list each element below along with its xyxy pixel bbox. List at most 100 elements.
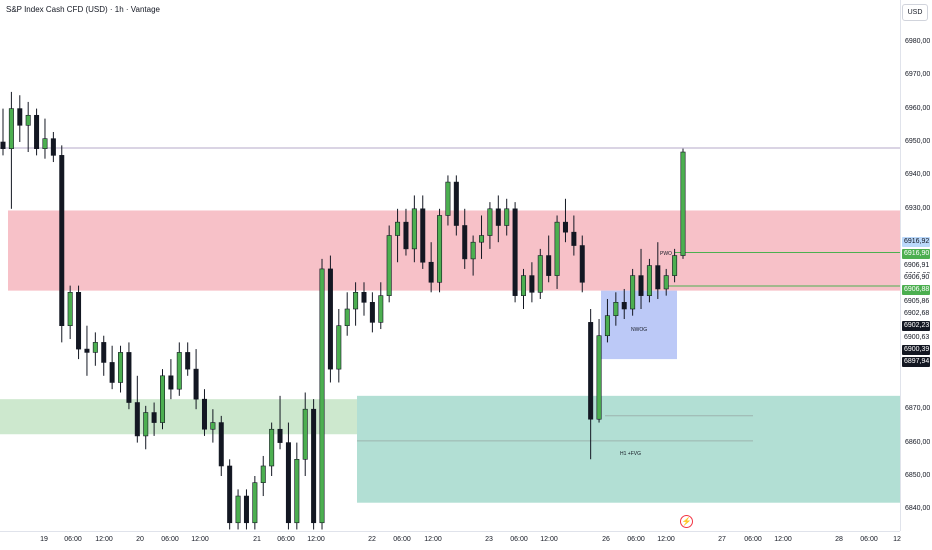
candle-body bbox=[42, 138, 48, 149]
price-badge: 6900,63 bbox=[902, 333, 930, 343]
candle-body bbox=[243, 495, 249, 524]
price-badge: 6906,88 bbox=[902, 285, 930, 295]
time-tick-label: 12:00 bbox=[424, 536, 442, 543]
candle-body bbox=[663, 275, 669, 290]
time-tick-label: 06:00 bbox=[161, 536, 179, 543]
candle-body bbox=[218, 422, 224, 467]
chart-pane[interactable]: S&P Index Cash CFD (USD) · 1h · Vantage … bbox=[0, 0, 900, 531]
time-tick-label: 12:00 bbox=[191, 536, 209, 543]
price-tick-label: 6840,00 bbox=[905, 505, 931, 513]
candle-body bbox=[462, 225, 468, 260]
candle-body bbox=[311, 408, 317, 524]
chart-canvas[interactable] bbox=[0, 0, 900, 531]
time-scale[interactable] bbox=[0, 531, 900, 550]
candle-body bbox=[437, 215, 443, 283]
time-tick-label: 06:00 bbox=[393, 536, 411, 543]
candle-body bbox=[134, 402, 140, 437]
candle-body bbox=[504, 208, 510, 226]
time-tick-label: 20 bbox=[136, 536, 144, 543]
candle-body bbox=[579, 245, 585, 283]
price-tick-label: 6960,00 bbox=[905, 104, 931, 112]
candle-body bbox=[621, 302, 627, 310]
candle-body bbox=[479, 235, 485, 243]
price-badge: 6916,92 bbox=[902, 237, 930, 247]
candle-body bbox=[285, 442, 291, 524]
symbol-title[interactable]: S&P Index Cash CFD (USD) · 1h · Vantage bbox=[6, 5, 160, 14]
candle-body bbox=[118, 352, 124, 383]
time-tick-label: 12:00 bbox=[307, 536, 325, 543]
candle-body bbox=[193, 368, 199, 400]
time-tick-label: 12:00 bbox=[540, 536, 558, 543]
candle-body bbox=[420, 208, 426, 263]
candle-body bbox=[680, 151, 686, 256]
candle-body bbox=[344, 308, 350, 327]
candle-body bbox=[445, 181, 451, 216]
candle-body bbox=[59, 155, 65, 326]
candle-body bbox=[176, 352, 182, 390]
candle-body bbox=[487, 208, 493, 236]
candle-body bbox=[294, 458, 300, 524]
candle-body bbox=[386, 235, 392, 296]
time-tick-label: 27 bbox=[718, 536, 726, 543]
time-tick-label: 06:00 bbox=[64, 536, 82, 543]
candle-body bbox=[168, 375, 174, 390]
price-tick-label: 6970,00 bbox=[905, 71, 931, 79]
time-tick-label: 12:00 bbox=[774, 536, 792, 543]
pwo-label: PWO bbox=[660, 251, 672, 257]
candle-body bbox=[185, 352, 191, 370]
price-tick-label: 6860,00 bbox=[905, 438, 931, 446]
candle-body bbox=[378, 295, 384, 323]
candle-body bbox=[470, 241, 476, 260]
time-tick-label: 06:00 bbox=[860, 536, 878, 543]
candle-body bbox=[0, 141, 6, 149]
price-badge: 6906,90 bbox=[902, 273, 930, 283]
time-tick-label: 06:00 bbox=[627, 536, 645, 543]
candle-body bbox=[277, 428, 283, 443]
candle-body bbox=[50, 138, 56, 156]
candle-body bbox=[571, 231, 577, 246]
fvg-zone bbox=[357, 395, 900, 503]
time-tick-label: 28 bbox=[835, 536, 843, 543]
time-tick-label: 12:00 bbox=[657, 536, 675, 543]
price-badge: 6902,23 bbox=[902, 321, 930, 331]
candle-body bbox=[395, 221, 401, 236]
candle-body bbox=[630, 275, 636, 310]
candle-body bbox=[638, 275, 644, 296]
candle-body bbox=[67, 291, 73, 326]
time-tick-label: 06:00 bbox=[510, 536, 528, 543]
candle-body bbox=[529, 275, 535, 293]
candle-body bbox=[428, 261, 434, 283]
candle-body bbox=[613, 302, 619, 316]
candle-body bbox=[126, 352, 132, 403]
price-tick-label: 6850,00 bbox=[905, 472, 931, 479]
time-tick-label: 06:00 bbox=[744, 536, 762, 543]
candle-body bbox=[546, 255, 552, 276]
candle-body bbox=[235, 495, 241, 524]
candle-body bbox=[646, 265, 652, 296]
candle-body bbox=[201, 398, 207, 430]
price-tick-label: 6950,00 bbox=[905, 138, 931, 145]
time-tick-label: 21 bbox=[253, 536, 261, 543]
price-badge: 6902,68 bbox=[902, 309, 930, 319]
candle-body bbox=[453, 181, 459, 226]
currency-button[interactable]: USD bbox=[902, 4, 928, 21]
candle-body bbox=[495, 208, 501, 226]
candle-body bbox=[210, 422, 216, 430]
candle-body bbox=[512, 208, 518, 296]
price-badge: 6905,86 bbox=[902, 297, 930, 307]
candle-body bbox=[252, 482, 258, 524]
candle-body bbox=[353, 291, 359, 310]
candle-body bbox=[227, 465, 233, 524]
candle-body bbox=[537, 255, 543, 293]
lightning-icon[interactable]: ⚡ bbox=[680, 515, 693, 528]
price-badge: 6916,90 bbox=[902, 249, 930, 259]
candle-body bbox=[554, 221, 560, 276]
candle-body bbox=[369, 302, 375, 323]
time-tick-label: 12:00 bbox=[95, 536, 113, 543]
candle-body bbox=[672, 255, 678, 276]
time-tick-label: 06:00 bbox=[277, 536, 295, 543]
candle-body bbox=[25, 114, 31, 126]
candle-body bbox=[260, 465, 266, 483]
candle-body bbox=[101, 342, 107, 363]
candle-body bbox=[361, 291, 367, 303]
